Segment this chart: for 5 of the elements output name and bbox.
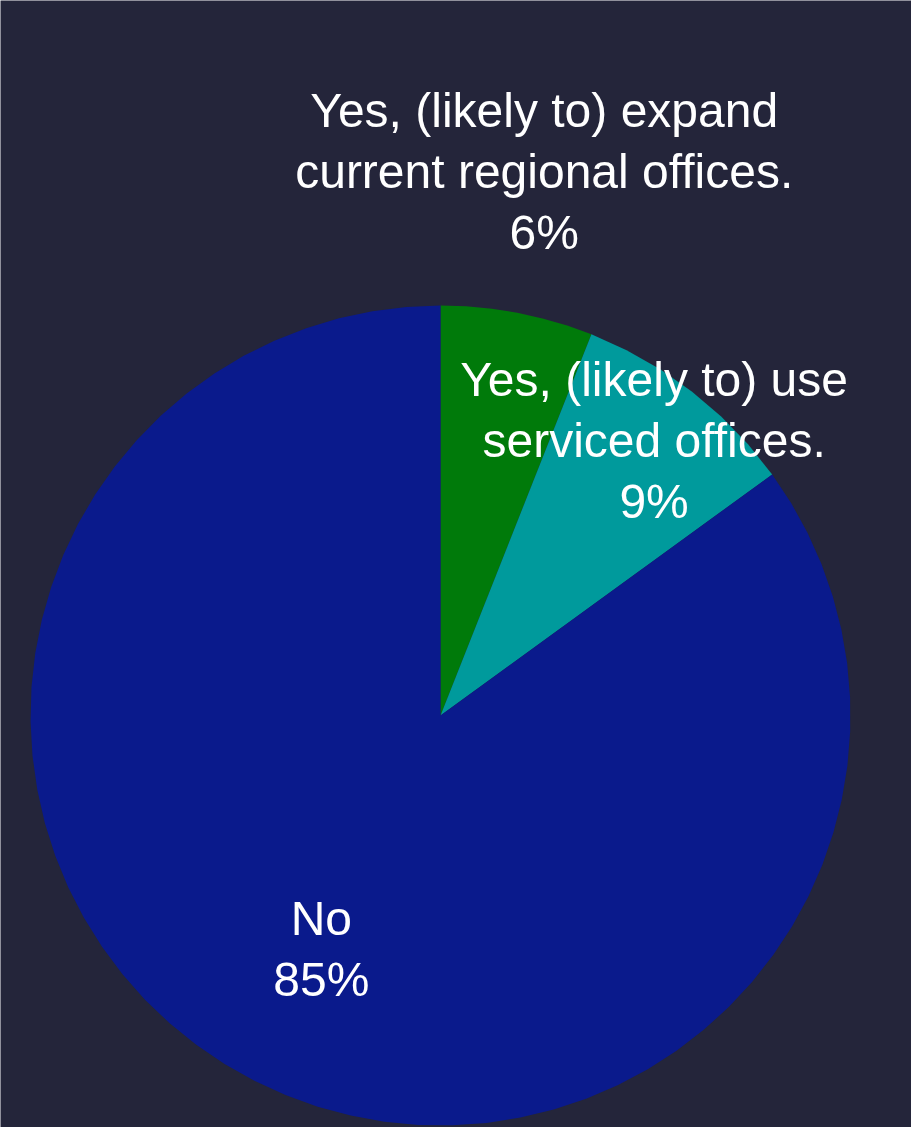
- slice-label: No: [290, 892, 353, 946]
- data-label: 85%: [273, 953, 370, 1007]
- slice-label: Yes, (likely to) expand current regional offices.: [295, 84, 794, 199]
- data-label: 9%: [619, 474, 689, 528]
- data-label: 6%: [509, 206, 579, 260]
